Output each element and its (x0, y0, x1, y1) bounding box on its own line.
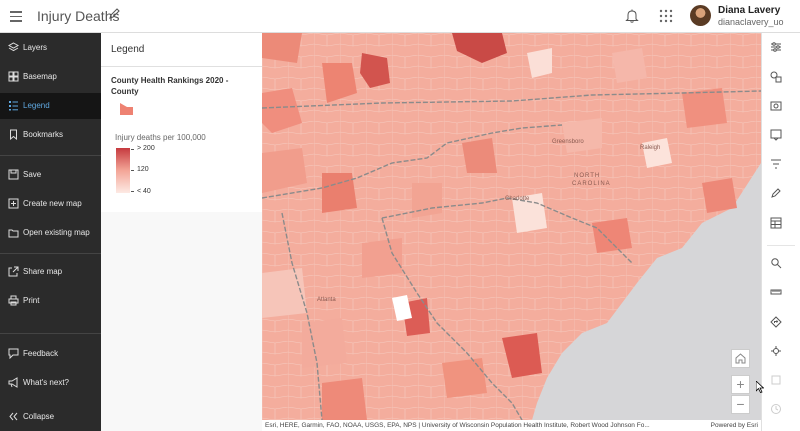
save-icon (8, 169, 19, 180)
mouse-cursor-icon (756, 381, 764, 393)
nav-item-share-map[interactable]: Share map (0, 259, 101, 285)
share-icon (8, 266, 19, 277)
county-polygons (262, 33, 737, 420)
measure-icon[interactable] (770, 286, 782, 298)
panel-title: Legend (111, 44, 145, 55)
map-label-charlotte: Charlotte (505, 196, 530, 202)
map-attribution: Esri, HERE, Garmin, FAO, NOAA, USGS, EPA… (262, 420, 761, 431)
layer-title: County Health Rankings 2020 - County (111, 76, 229, 96)
nav-item-collapse[interactable]: Collapse (0, 404, 101, 430)
hamburger-menu-icon[interactable] (10, 11, 22, 22)
nav-item-whats-next[interactable]: What's next? (0, 370, 101, 396)
nav-item-feedback[interactable]: Feedback (0, 341, 101, 367)
legend-panel: Legend County Health Rankings 2020 - Cou… (101, 33, 262, 431)
feedback-icon (8, 348, 19, 359)
nav-label: Open existing map (23, 228, 90, 237)
nav-divider (0, 155, 101, 156)
field-label: Injury deaths per 100,000 (115, 133, 206, 142)
sketch-icon[interactable] (770, 187, 782, 199)
styles-icon[interactable] (770, 71, 782, 83)
app-launcher-icon[interactable] (659, 9, 673, 23)
pop-ups-icon[interactable] (770, 129, 782, 141)
nav-label: Layers (23, 43, 48, 52)
nav-label: What's next? (23, 378, 69, 387)
choropleth-map[interactable] (262, 33, 761, 420)
nav-item-save[interactable]: Save (0, 162, 101, 188)
bookmark-icon (10, 129, 17, 140)
map-label-carolina: CAROLINA (572, 181, 611, 187)
table-icon[interactable] (770, 217, 782, 229)
nav-item-basemap[interactable]: Basemap (0, 64, 101, 90)
nav-label: Legend (23, 101, 50, 110)
ramp-label-low: < 40 (137, 188, 151, 195)
map-label-atlanta: Atlanta (317, 297, 336, 303)
nav-divider (0, 333, 101, 334)
home-icon (735, 353, 746, 364)
nav-item-legend[interactable]: Legend (0, 93, 101, 119)
location-icon[interactable] (770, 345, 782, 357)
open-map-icon (8, 229, 19, 238)
ramp-label-mid: 120 (137, 166, 149, 173)
ocean (532, 163, 761, 420)
ramp-tick (131, 170, 134, 171)
nav-label: Collapse (23, 412, 55, 421)
megaphone-icon (8, 377, 18, 388)
nav-label: Create new map (23, 199, 82, 208)
toolbar-divider (767, 245, 795, 246)
left-navigation: Layers Basemap Legend Bookmarks Save Cre… (0, 33, 101, 431)
app-header: Injury Deaths Diana Lavery dianaclavery_… (0, 0, 800, 33)
map-label-raleigh: Raleigh (640, 145, 661, 151)
nav-item-layers[interactable]: Layers (0, 35, 101, 61)
map-view[interactable]: Greensboro Raleigh NORTH CAROLINA Charlo… (262, 33, 761, 420)
print-icon (8, 295, 19, 306)
filter-icon[interactable] (770, 158, 782, 170)
configure-popups-icon[interactable] (770, 101, 782, 113)
map-label-north: NORTH (574, 173, 601, 179)
layer-symbol-icon (120, 103, 133, 115)
nav-label: Feedback (23, 349, 59, 358)
create-map-icon (8, 198, 19, 209)
nav-label: Bookmarks (23, 130, 64, 139)
print-tool-icon[interactable] (770, 374, 782, 386)
avatar[interactable] (690, 5, 711, 26)
directions-icon[interactable] (770, 316, 782, 328)
ramp-label-high: > 200 (137, 145, 155, 152)
nav-item-open-existing-map[interactable]: Open existing map (0, 220, 101, 246)
nav-label: Save (23, 170, 42, 179)
pencil-icon[interactable] (108, 7, 120, 21)
search-icon[interactable] (770, 257, 782, 269)
user-name[interactable]: Diana Lavery (718, 5, 781, 16)
user-id: dianaclavery_uo (718, 17, 784, 27)
properties-icon[interactable] (770, 41, 782, 53)
attribution-text[interactable]: Esri, HERE, Garmin, FAO, NOAA, USGS, EPA… (265, 422, 650, 429)
ramp-tick (131, 149, 134, 150)
zoom-out-button[interactable]: − (731, 395, 750, 414)
nav-item-bookmarks[interactable]: Bookmarks (0, 122, 101, 148)
legend-card: Legend County Health Rankings 2020 - Cou… (101, 33, 262, 212)
state-boundaries (262, 90, 761, 420)
home-button[interactable] (731, 349, 750, 368)
bell-icon[interactable] (625, 8, 639, 24)
ramp-tick (131, 191, 134, 192)
map-label-greensboro: Greensboro (552, 139, 584, 145)
layers-icon (8, 42, 19, 52)
nav-label: Share map (23, 267, 63, 276)
right-toolbar (761, 33, 800, 431)
nav-item-create-new-map[interactable]: Create new map (0, 191, 101, 217)
nav-label: Basemap (23, 72, 57, 81)
panel-divider (101, 66, 262, 67)
chevrons-left-icon (9, 412, 18, 421)
powered-by-esri[interactable]: Powered by Esri (710, 422, 758, 429)
map-title[interactable]: Injury Deaths (37, 8, 120, 24)
legend-icon (9, 101, 18, 111)
basemap-icon (8, 71, 19, 82)
nav-divider (0, 253, 101, 254)
zoom-in-button[interactable]: + (731, 375, 750, 394)
nav-item-print[interactable]: Print (0, 288, 101, 314)
color-ramp (116, 148, 130, 193)
history-icon[interactable] (770, 403, 782, 415)
nav-label: Print (23, 296, 40, 305)
